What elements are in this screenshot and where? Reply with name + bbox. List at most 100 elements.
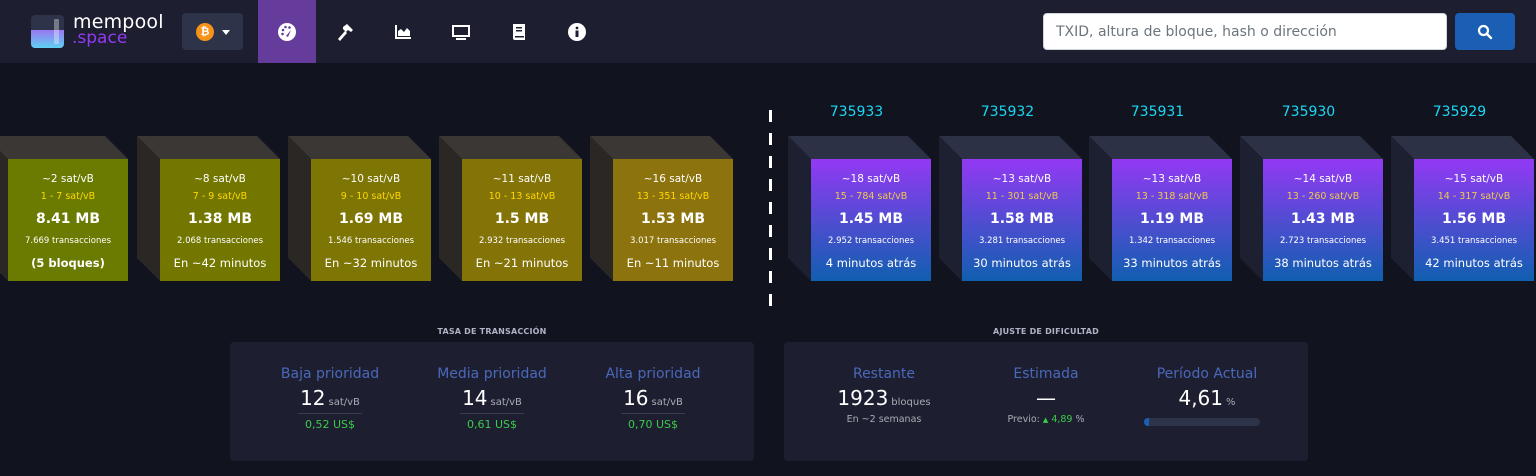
blockchain-block[interactable]: ~13 sat/vB 11 - 301 sat/vB 1.58 MB 3.281… [939,136,1082,281]
tx-count: 1.546 transacciones [327,236,415,246]
difficulty-card: Restante 1923 bloques En ~2 semanas Estim… [784,342,1308,461]
mining-hammer-icon [338,23,353,41]
median-fee: ~15 sat/vB [1444,173,1504,185]
median-fee: ~8 sat/vB [194,173,246,185]
block-eta: En ~42 minutos [173,256,267,270]
block-height-link[interactable]: 735931 [1130,104,1185,120]
block-eta: En ~11 minutos [626,256,720,270]
fee-range: 9 - 10 sat/vB [340,191,402,202]
fee-fiat: 0,70 US$ [627,418,679,431]
block-eta: En ~32 minutos [324,256,418,270]
remaining-unit: bloques [891,397,931,408]
blockchain-block[interactable]: ~14 sat/vB 13 - 260 sat/vB 1.43 MB 2.723… [1240,136,1383,281]
fee-range: 13 - 318 sat/vB [1135,191,1209,202]
fee-value: 12 [300,386,326,410]
mempool-block[interactable]: ~11 sat/vB 10 - 13 sat/vB 1.5 MB 2.932 t… [439,136,582,281]
docs-book-icon [513,23,525,40]
block-size: 1.5 MB [494,211,550,227]
block-size: 1.45 MB [838,211,904,227]
block-eta: En ~21 minutos [475,256,569,270]
block-size: 1.58 MB [989,211,1055,227]
tx-count: 2.723 transacciones [1279,236,1367,246]
fee-range: 1 - 7 sat/vB [40,191,96,202]
fee-value: 14 [462,386,488,410]
fee-label: Alta prioridad [605,366,701,382]
mempool-blockchain-divider [769,110,772,306]
difficulty-current-period: Período Actual 4,61% [1132,366,1282,426]
mempool-logo[interactable]: mempool .space [28,11,168,50]
block-height-link[interactable]: 735929 [1432,104,1487,120]
fee-range: 13 - 351 sat/vB [636,191,710,202]
logo-icon [31,15,64,48]
mempool-block[interactable]: ~10 sat/vB 9 - 10 sat/vB 1.69 MB 1.546 t… [288,136,431,281]
fee-fiat: 0,52 US$ [304,418,356,431]
bitcoin-icon: ₿ [196,23,214,41]
fee-range: 7 - 9 sat/vB [192,191,248,202]
tx-count: 1.342 transacciones [1128,236,1216,246]
tx-count: 2.952 transacciones [827,236,915,246]
fee-value: 16 [623,386,649,410]
tx-count: 7.669 transacciones [24,236,112,246]
fee-range: 14 - 317 sat/vB [1437,191,1511,202]
difficulty-remaining: Restante 1923 bloques En ~2 semanas [809,366,959,425]
fee-label: Media prioridad [437,366,547,382]
nav-docs[interactable] [490,0,548,63]
fee-range: 11 - 301 sat/vB [985,191,1059,202]
navbar: mempool .space ₿ [0,0,1536,63]
block-size: 1.53 MB [640,211,706,227]
fee-unit: sat/vB [328,397,360,408]
mempool-block[interactable]: ~16 sat/vB 13 - 351 sat/vB 1.53 MB 3.017… [590,136,733,281]
search-input[interactable] [1043,13,1447,50]
median-fee: ~10 sat/vB [341,173,401,185]
current-period-progress-bar [1144,418,1260,426]
graphs-icon [395,24,411,39]
fee-high-priority: Alta prioridad 16 sat/vB 0,70 US$ [578,366,728,431]
fee-medium-priority: Media prioridad 14 sat/vB 0,61 US$ [417,366,567,431]
block-time-ago: 38 minutos atrás [1274,256,1372,270]
remaining-value: 1923 [837,386,889,410]
nav-about[interactable] [548,0,606,63]
previous-value: 4,89 [1051,414,1073,425]
current-period-label: Período Actual [1156,366,1258,382]
current-period-value: 4,61 [1178,386,1223,410]
fee-fiat: 0,61 US$ [466,418,518,431]
blockchain-block[interactable]: ~13 sat/vB 13 - 318 sat/vB 1.19 MB 1.342… [1089,136,1232,281]
progress-fill [1144,418,1150,426]
logo-text-space: .space [72,28,128,48]
logo-text-mempool: mempool [73,11,164,33]
arrow-up-icon: ▲ [1042,416,1049,424]
tx-count: 3.281 transacciones [978,236,1066,246]
mempool-block[interactable]: ~8 sat/vB 7 - 9 sat/vB 1.38 MB 2.068 tra… [137,136,280,281]
previous-unit: % [1075,414,1085,425]
search-icon [1477,24,1493,39]
fee-range: 15 - 784 sat/vB [834,191,908,202]
nav-graphs[interactable] [374,0,432,63]
info-icon [568,22,586,41]
block-time-ago: 33 minutos atrás [1123,256,1221,270]
network-selector[interactable]: ₿ [182,13,243,50]
median-fee: ~14 sat/vB [1293,173,1353,185]
mempool-block[interactable]: ~2 sat/vB 1 - 7 sat/vB 8.41 MB 7.669 tra… [0,136,128,281]
tx-count: 3.451 transacciones [1430,236,1518,246]
nav-tv[interactable] [432,0,490,63]
estimated-value: — [1036,386,1056,410]
median-fee: ~13 sat/vB [992,173,1052,185]
tv-monitor-icon [452,24,470,40]
remaining-label: Restante [852,366,916,382]
fee-range: 13 - 260 sat/vB [1286,191,1360,202]
fee-unit: sat/vB [490,397,522,408]
median-fee: ~11 sat/vB [492,173,552,185]
block-time-ago: 4 minutos atrás [825,256,917,270]
block-height-link[interactable]: 735930 [1281,104,1336,120]
block-height-link[interactable]: 735933 [829,104,884,120]
block-size: 1.69 MB [338,211,404,227]
nav-dashboard[interactable] [258,0,316,63]
tx-count: 2.932 transacciones [478,236,566,246]
nav-mining[interactable] [316,0,374,63]
blockchain-block[interactable]: ~15 sat/vB 14 - 317 sat/vB 1.56 MB 3.451… [1391,136,1534,281]
tx-count: 2.068 transacciones [176,236,264,246]
blockchain-block[interactable]: ~18 sat/vB 15 - 784 sat/vB 1.45 MB 2.952… [788,136,931,281]
fee-label: Baja prioridad [280,366,380,382]
search-button[interactable] [1455,13,1515,50]
block-height-link[interactable]: 735932 [980,104,1035,120]
